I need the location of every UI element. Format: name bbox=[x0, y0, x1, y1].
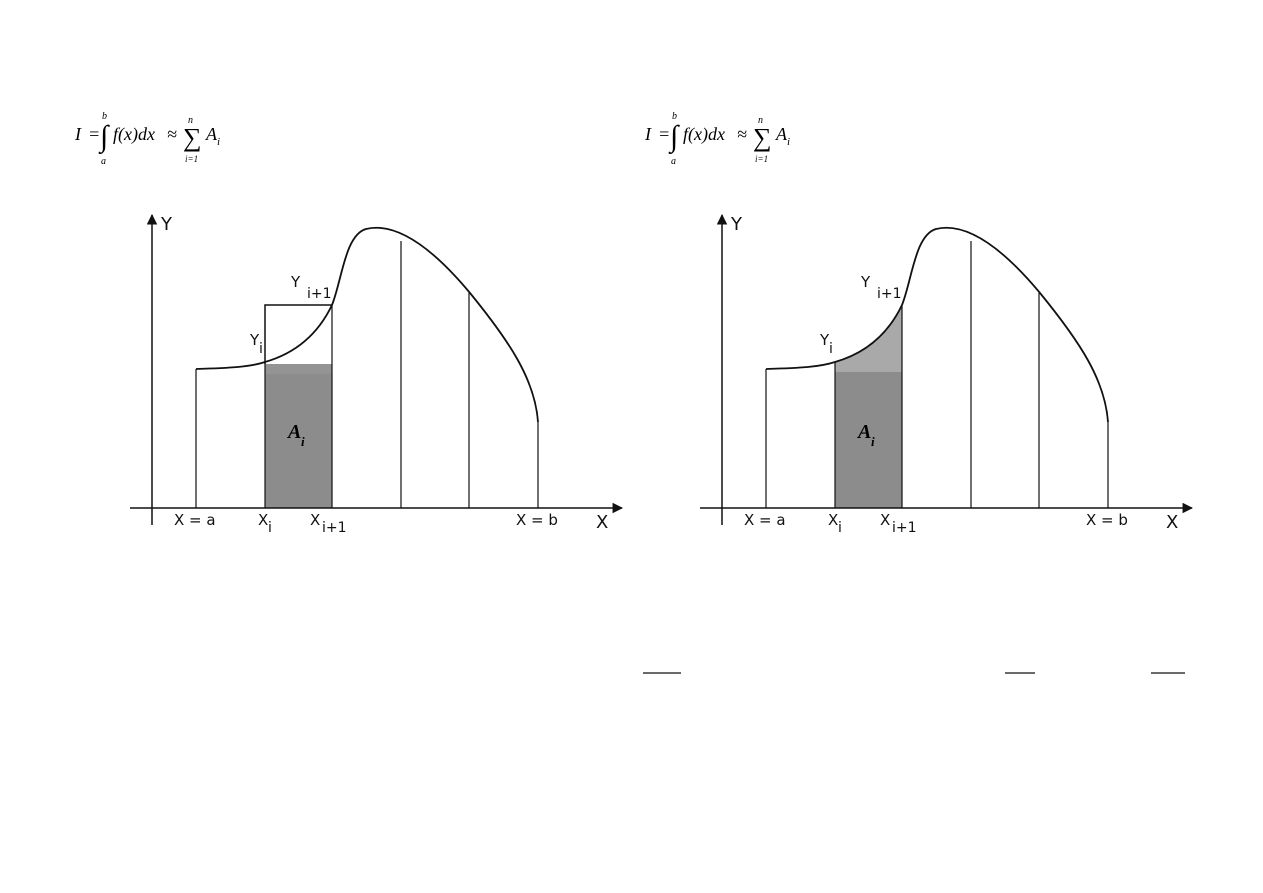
y-i-sub: i bbox=[259, 341, 263, 357]
y-i-label: Y bbox=[249, 331, 260, 349]
formula-integrand: f(x)dx bbox=[113, 124, 155, 145]
area-rectangle bbox=[265, 364, 332, 508]
formula-term: A bbox=[205, 124, 218, 144]
formula-lhs: I bbox=[74, 124, 82, 144]
integral-upper: b bbox=[672, 111, 677, 122]
area-shade-band bbox=[265, 364, 332, 374]
x-axis-label: X bbox=[1166, 512, 1178, 533]
x-i-sub: i bbox=[268, 520, 272, 536]
formula-eq: = bbox=[88, 124, 100, 144]
integral-formula-right: I = ∫ b a f(x)dx ≈ ∑ n i=1 A i bbox=[644, 111, 790, 167]
integral-sign: ∫ bbox=[668, 120, 680, 155]
y-i1-label: Y bbox=[860, 273, 871, 291]
x-i-sub: i bbox=[838, 520, 842, 536]
y-axis-label: Y bbox=[730, 214, 743, 235]
y-i1-sub: i+1 bbox=[877, 286, 902, 302]
x-i1-label: X bbox=[880, 511, 890, 529]
y-i1-label: Y bbox=[290, 273, 301, 291]
function-curve bbox=[195, 226, 539, 423]
area-label: A bbox=[286, 421, 301, 443]
x-i-label: X bbox=[258, 511, 268, 529]
sum-sign: ∑ bbox=[753, 123, 772, 152]
area-top-band bbox=[835, 305, 902, 372]
area-sub: i bbox=[871, 434, 875, 449]
panel-left: I = ∫ b a f(x)dx ≈ ∑ n i=1 A i bbox=[74, 111, 624, 536]
x-i1-sub: i+1 bbox=[322, 520, 347, 536]
sum-upper: n bbox=[188, 115, 193, 126]
formula-approx: ≈ bbox=[737, 124, 747, 144]
sum-lower: i=1 bbox=[185, 154, 198, 164]
integral-formula: I = ∫ b a f(x)dx ≈ ∑ n i=1 A i bbox=[74, 111, 220, 167]
x-i1-sub: i+1 bbox=[892, 520, 917, 536]
panel-right: I = ∫ b a f(x)dx ≈ ∑ n i=1 A i Y X bbox=[644, 111, 1194, 536]
function-curve bbox=[765, 226, 1109, 423]
formula-term: A bbox=[775, 124, 788, 144]
x-axis-label: X bbox=[596, 512, 608, 533]
formula-lhs: I bbox=[644, 124, 652, 144]
integral-lower: a bbox=[671, 156, 676, 167]
y-i1-sub: i+1 bbox=[307, 286, 332, 302]
formula-approx: ≈ bbox=[167, 124, 177, 144]
sum-sign: ∑ bbox=[183, 123, 202, 152]
integral-lower: a bbox=[101, 156, 106, 167]
y-i-sub: i bbox=[829, 341, 833, 357]
y-axis-label: Y bbox=[160, 214, 173, 235]
formula-integrand: f(x)dx bbox=[683, 124, 725, 145]
x-a-label: X = a bbox=[174, 511, 216, 529]
rect-outline bbox=[264, 304, 332, 364]
formula-term-sub: i bbox=[787, 136, 790, 148]
x-i1-label: X bbox=[310, 511, 320, 529]
formula-eq: = bbox=[658, 124, 670, 144]
area-sub: i bbox=[301, 434, 305, 449]
x-b-label: X = b bbox=[1086, 511, 1128, 529]
x-b-label: X = b bbox=[516, 511, 558, 529]
sum-upper: n bbox=[758, 115, 763, 126]
x-a-label: X = a bbox=[744, 511, 786, 529]
integral-sign: ∫ bbox=[98, 120, 110, 155]
y-i-label: Y bbox=[819, 331, 830, 349]
x-i-label: X bbox=[828, 511, 838, 529]
formula-term-sub: i bbox=[217, 136, 220, 148]
area-label: A bbox=[856, 421, 871, 443]
integral-upper: b bbox=[102, 111, 107, 122]
sum-lower: i=1 bbox=[755, 154, 768, 164]
